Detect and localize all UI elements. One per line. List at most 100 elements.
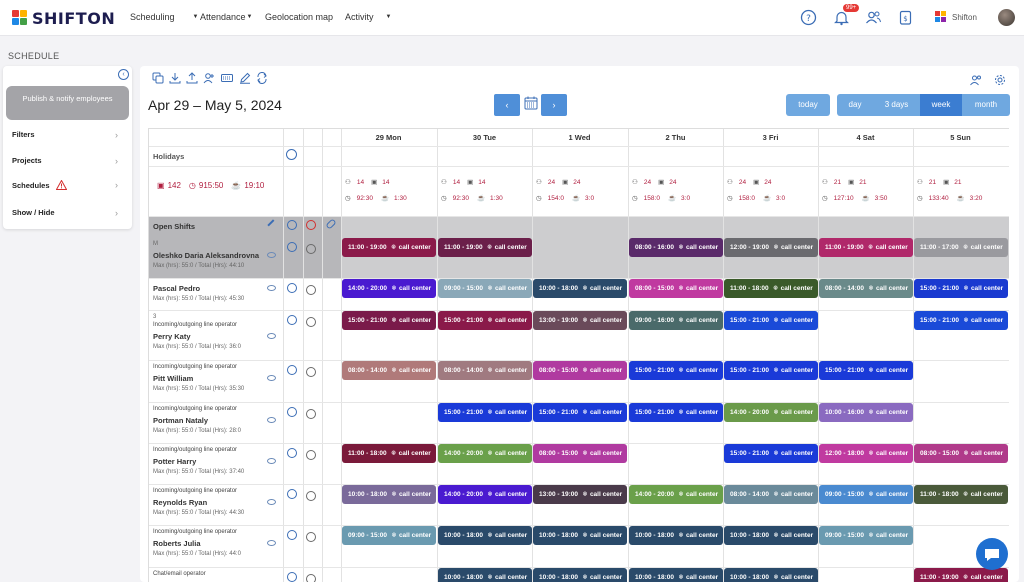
add-user-icon[interactable]	[203, 72, 215, 84]
shift-block[interactable]: 10:00 - 18:00 ⌾ call center	[724, 526, 818, 545]
shift-block[interactable]: 15:00 - 21:00 ⌾ call center	[724, 361, 818, 380]
shift-block[interactable]: 10:00 - 18:00 ⌾ call center	[533, 526, 627, 545]
shift-block[interactable]: 15:00 - 21:00 ⌾ call center	[533, 403, 627, 422]
shift-block[interactable]: 10:00 - 18:00 ⌾ call center	[438, 526, 532, 545]
today-button[interactable]: today	[786, 94, 830, 116]
nav-attendance[interactable]: Attendance ▼	[200, 12, 253, 22]
shift-block[interactable]: 08:00 - 14:00 ⌾ call center	[724, 485, 818, 504]
add-shift-icon[interactable]	[287, 530, 297, 540]
shift-block[interactable]: 08:00 - 14:00 ⌾ call center	[438, 361, 532, 380]
eye-icon[interactable]	[267, 375, 276, 381]
eye-icon[interactable]	[267, 499, 276, 505]
shift-block[interactable]: 13:00 - 19:00 ⌾ call center	[533, 311, 627, 330]
info-icon[interactable]	[306, 244, 316, 254]
info-icon[interactable]	[306, 367, 316, 377]
shift-block[interactable]: 10:00 - 18:00 ⌾ call center	[438, 568, 532, 582]
bell-icon[interactable]	[833, 9, 850, 26]
publish-button[interactable]: Publish & notify employees	[6, 86, 129, 120]
eye-icon[interactable]	[267, 285, 276, 291]
shift-block[interactable]: 11:00 - 19:00 ⌾ call center	[819, 238, 913, 257]
add-open-shift-icon[interactable]	[287, 220, 297, 230]
shift-block[interactable]: 15:00 - 21:00 ⌾ call center	[629, 403, 723, 422]
users-icon[interactable]	[865, 9, 882, 26]
shift-block[interactable]: 08:00 - 14:00 ⌾ call center	[819, 279, 913, 298]
shift-block[interactable]: 15:00 - 21:00 ⌾ call center	[819, 361, 913, 380]
shift-block[interactable]: 11:00 - 18:00 ⌾ call center	[342, 444, 436, 463]
upload-icon[interactable]	[186, 72, 198, 84]
shift-block[interactable]: 09:00 - 16:00 ⌾ call center	[629, 311, 723, 330]
shift-block[interactable]: 11:00 - 17:00 ⌾ call center	[914, 238, 1008, 257]
employee-name[interactable]: Portman Nataly	[153, 416, 209, 425]
shift-block[interactable]: 14:00 - 20:00 ⌾ call center	[629, 485, 723, 504]
add-shift-icon[interactable]	[287, 407, 297, 417]
employee-name[interactable]: Perry Katy	[153, 332, 191, 341]
copy-icon[interactable]	[152, 72, 164, 84]
refresh-icon[interactable]	[256, 72, 268, 84]
people-icon[interactable]	[970, 74, 982, 86]
add-shift-icon[interactable]	[287, 283, 297, 293]
shift-block[interactable]: 08:00 - 15:00 ⌾ call center	[629, 279, 723, 298]
nav-scheduling[interactable]: Scheduling ▼	[130, 12, 199, 22]
info-icon[interactable]	[306, 532, 316, 542]
shift-block[interactable]: 13:00 - 19:00 ⌾ call center	[533, 485, 627, 504]
avatar[interactable]	[998, 9, 1015, 26]
shift-block[interactable]: 08:00 - 15:00 ⌾ call center	[533, 444, 627, 463]
nav-activity[interactable]: Activity ▼	[345, 12, 391, 22]
shift-block[interactable]: 10:00 - 18:00 ⌾ call center	[629, 568, 723, 582]
info-icon[interactable]	[306, 285, 316, 295]
view-week-button[interactable]: week	[920, 94, 962, 116]
eye-icon[interactable]	[267, 540, 276, 546]
shift-block[interactable]: 12:00 - 18:00 ⌾ call center	[819, 444, 913, 463]
sidebar-item-schedules[interactable]: Schedules ›	[12, 180, 118, 190]
shift-block[interactable]: 12:00 - 19:00 ⌾ call center	[724, 238, 818, 257]
shift-block[interactable]: 10:00 - 16:00 ⌾ call center	[819, 403, 913, 422]
shift-block[interactable]: 10:00 - 18:00 ⌾ call center	[533, 279, 627, 298]
next-week-button[interactable]: ›	[541, 94, 567, 116]
add-shift-icon[interactable]	[287, 315, 297, 325]
add-shift-icon[interactable]	[287, 242, 297, 252]
shift-block[interactable]: 09:00 - 15:00 ⌾ call center	[819, 485, 913, 504]
shift-block[interactable]: 10:00 - 18:00 ⌾ call center	[724, 568, 818, 582]
view-month-button[interactable]: month	[962, 94, 1010, 116]
sidebar-item-filters[interactable]: Filters ›	[12, 130, 118, 140]
add-shift-icon[interactable]	[287, 365, 297, 375]
employee-name[interactable]: Potter Harry	[153, 457, 197, 466]
sidebar-item-projects[interactable]: Projects ›	[12, 156, 118, 166]
collapse-sidebar-icon[interactable]: ‹	[118, 69, 129, 80]
shift-block[interactable]: 15:00 - 21:00 ⌾ call center	[724, 444, 818, 463]
shift-block[interactable]: 08:00 - 15:00 ⌾ call center	[533, 361, 627, 380]
shift-block[interactable]: 08:00 - 16:00 ⌾ call center	[629, 238, 723, 257]
employee-name[interactable]: Pitt William	[153, 374, 194, 383]
remove-icon[interactable]	[306, 220, 316, 230]
employee-name[interactable]: Pascal Pedro	[153, 284, 201, 293]
employee-name[interactable]: Roberts Julia	[153, 539, 201, 548]
clipboard-icon[interactable]: $	[897, 9, 914, 26]
sidebar-item-show-hide[interactable]: Show / Hide ›	[12, 208, 118, 218]
calendar-icon[interactable]	[524, 96, 538, 110]
employee-name[interactable]: Oleshko Daria Aleksandrovna	[153, 251, 260, 260]
view-3days-button[interactable]: 3 days	[873, 94, 920, 116]
info-icon[interactable]	[306, 317, 316, 327]
view-day-button[interactable]: day	[837, 94, 873, 116]
shift-block[interactable]: 14:00 - 20:00 ⌾ call center	[342, 279, 436, 298]
gear-icon[interactable]	[994, 74, 1006, 86]
shift-block[interactable]: 08:00 - 14:00 ⌾ call center	[342, 361, 436, 380]
shift-block[interactable]: 15:00 - 21:00 ⌾ call center	[438, 403, 532, 422]
shift-block[interactable]: 14:00 - 20:00 ⌾ call center	[724, 403, 818, 422]
chat-button[interactable]	[976, 538, 1008, 570]
logo[interactable]: SHIFTON	[12, 8, 115, 28]
shift-block[interactable]: 11:00 - 18:00 ⌾ call center	[724, 279, 818, 298]
shift-block[interactable]: 10:00 - 18:00 ⌾ call center	[629, 526, 723, 545]
shift-block[interactable]: 14:00 - 20:00 ⌾ call center	[438, 444, 532, 463]
info-icon[interactable]	[306, 574, 316, 582]
help-icon[interactable]: ?	[800, 9, 817, 26]
download-icon[interactable]	[169, 72, 181, 84]
shift-block[interactable]: 11:00 - 19:00 ⌾ call center	[914, 568, 1008, 582]
prev-week-button[interactable]: ‹	[494, 94, 520, 116]
info-icon[interactable]	[306, 450, 316, 460]
shift-block[interactable]: 10:00 - 18:00 ⌾ call center	[342, 485, 436, 504]
shift-block[interactable]: 15:00 - 21:00 ⌾ call center	[438, 311, 532, 330]
eye-icon[interactable]	[267, 333, 276, 339]
shift-block[interactable]: 09:00 - 15:00 ⌾ call center	[819, 526, 913, 545]
employee-name[interactable]: Reynolds Ryan	[153, 498, 208, 507]
